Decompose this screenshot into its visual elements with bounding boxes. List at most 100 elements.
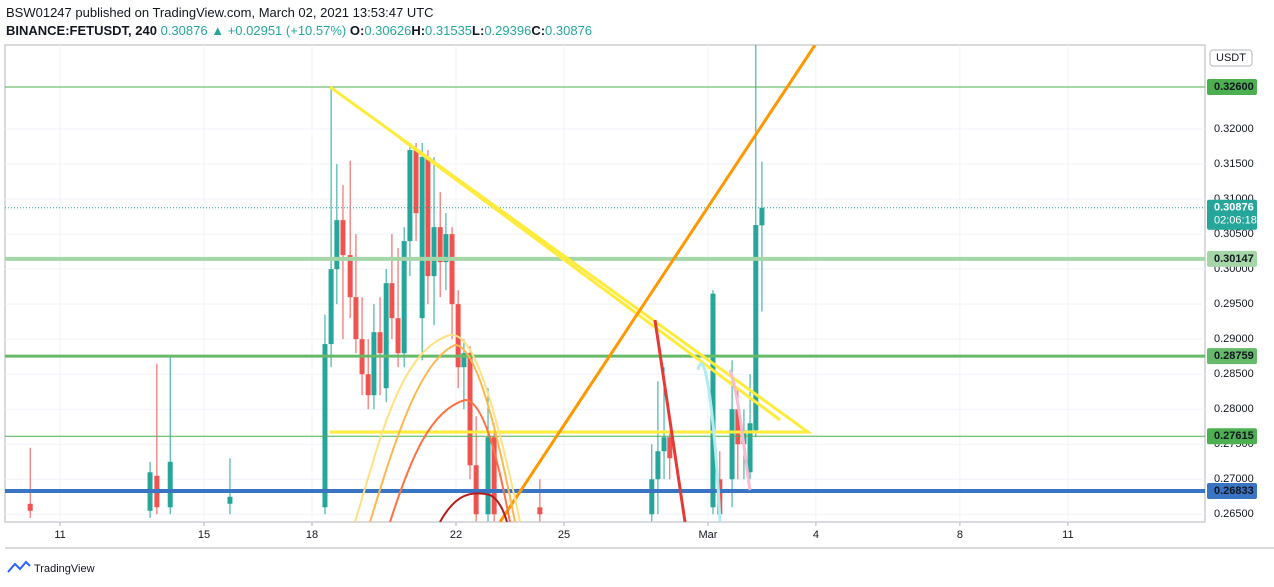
candle-body xyxy=(227,496,233,504)
candle-body xyxy=(667,437,673,459)
grid xyxy=(5,45,1205,522)
axis-labels: 0.265000.270000.275000.280000.285000.290… xyxy=(54,79,1257,541)
ohlc-value: 0.31535 xyxy=(425,23,473,38)
series xyxy=(5,45,1205,522)
x-tick-label: 11 xyxy=(1062,529,1073,541)
candle-body xyxy=(377,332,383,354)
triangle xyxy=(329,85,813,434)
candle-body xyxy=(353,297,359,340)
level-badge xyxy=(1207,79,1257,96)
candle-body xyxy=(431,227,437,277)
ma-curve xyxy=(728,369,752,491)
candle-body xyxy=(461,353,467,368)
x-tick-label: 8 xyxy=(957,529,963,541)
candle-body xyxy=(735,409,741,445)
ohlc-value: 0.30876 xyxy=(545,23,593,38)
ma-curve xyxy=(369,343,516,522)
countdown: 02:06:18 xyxy=(1214,215,1257,227)
ma-curve xyxy=(439,492,508,522)
candle-body xyxy=(334,220,340,270)
x-tick-label: 15 xyxy=(198,529,210,541)
candle-body xyxy=(710,293,716,508)
ohlc-value: 0.29396 xyxy=(484,23,532,38)
plot-frame xyxy=(4,44,1206,523)
triangle-inner xyxy=(399,136,781,422)
y-tick-label: 0.28000 xyxy=(1214,403,1254,415)
candle-body xyxy=(365,374,371,396)
level-label: 0.27615 xyxy=(1214,430,1254,442)
x-tick-label: 11 xyxy=(54,529,65,541)
candle-body xyxy=(537,507,543,515)
ohlc-key: C: xyxy=(531,23,546,38)
candle-body xyxy=(407,150,413,242)
header: BSW01247 published on TradingView.com, M… xyxy=(6,4,592,40)
candle-body xyxy=(419,157,425,319)
symbol: BINANCE:FETUSDT, 240 xyxy=(6,23,157,38)
last-price: 0.30876 xyxy=(160,23,208,38)
candle-body xyxy=(322,344,328,508)
ma-curve xyxy=(696,362,722,522)
level-badge xyxy=(1207,482,1257,499)
ohlc: O:0.30626H:0.31535L:0.29396C:0.30876 xyxy=(350,23,592,38)
candle-body xyxy=(753,225,759,431)
y-tick-label: 0.29500 xyxy=(1214,298,1254,310)
candle-body xyxy=(655,451,661,480)
level-label: 0.30147 xyxy=(1214,253,1254,265)
candle-body xyxy=(759,207,765,226)
candle-body xyxy=(383,283,389,389)
candle-body xyxy=(729,409,735,480)
x-tick-label: 25 xyxy=(558,529,570,541)
published-line: BSW01247 published on TradingView.com, M… xyxy=(6,5,434,20)
candle-body xyxy=(167,461,173,508)
change: ▲ +0.02951 (+10.57%) xyxy=(211,23,347,38)
logo xyxy=(7,560,31,573)
ma-curve xyxy=(389,398,511,522)
brand: TradingView xyxy=(34,563,95,575)
drawings xyxy=(329,45,817,522)
trend-line xyxy=(498,45,817,522)
y-tick-label: 0.31500 xyxy=(1214,158,1254,170)
candle-body xyxy=(27,503,33,511)
candle-body xyxy=(485,437,491,515)
level-label: 0.28759 xyxy=(1214,350,1254,362)
current-price-badge xyxy=(1207,199,1257,230)
candle-body xyxy=(455,304,461,368)
level-badge xyxy=(1207,250,1257,267)
ohlc-key: L: xyxy=(472,23,485,38)
x-tick-label: 22 xyxy=(450,529,462,541)
candle-body xyxy=(467,353,473,466)
x-tick-label: 18 xyxy=(306,529,318,541)
x-tick-label: Mar xyxy=(698,529,717,541)
level-badge xyxy=(1207,348,1257,365)
candle-body xyxy=(649,479,655,515)
candle-body xyxy=(747,423,753,473)
candle-body xyxy=(491,437,497,515)
candle-body xyxy=(449,234,455,305)
y-tick-label: 0.30500 xyxy=(1214,228,1254,240)
candle-body xyxy=(340,220,346,256)
ohlc-value: 0.30626 xyxy=(364,23,412,38)
candle-body xyxy=(443,234,449,263)
candle-body xyxy=(371,332,377,396)
candle-body xyxy=(347,255,353,298)
ohlc-key: H: xyxy=(411,23,426,38)
candle-body xyxy=(389,283,395,319)
ma-curve xyxy=(653,319,687,522)
currency: USDT xyxy=(1216,52,1246,64)
y-tick-label: 0.29000 xyxy=(1214,333,1254,345)
currency-badge xyxy=(1209,49,1253,67)
ohlc-key: O: xyxy=(349,23,365,38)
current-price-label: 0.30876 xyxy=(1214,202,1254,214)
y-tick-label: 0.26500 xyxy=(1214,508,1254,520)
candle-body xyxy=(661,437,667,452)
level-label: 0.32600 xyxy=(1214,81,1254,93)
y-tick-label: 0.32000 xyxy=(1214,123,1254,135)
candle-body xyxy=(401,241,407,354)
y-tick-label: 0.28500 xyxy=(1214,368,1254,380)
level-badge xyxy=(1207,428,1257,445)
symbol-line: BINANCE:FETUSDT, 240 0.30876 ▲ +0.02951 … xyxy=(6,22,592,40)
candle-body xyxy=(395,318,401,354)
y-tick-label: 0.27000 xyxy=(1214,473,1254,485)
